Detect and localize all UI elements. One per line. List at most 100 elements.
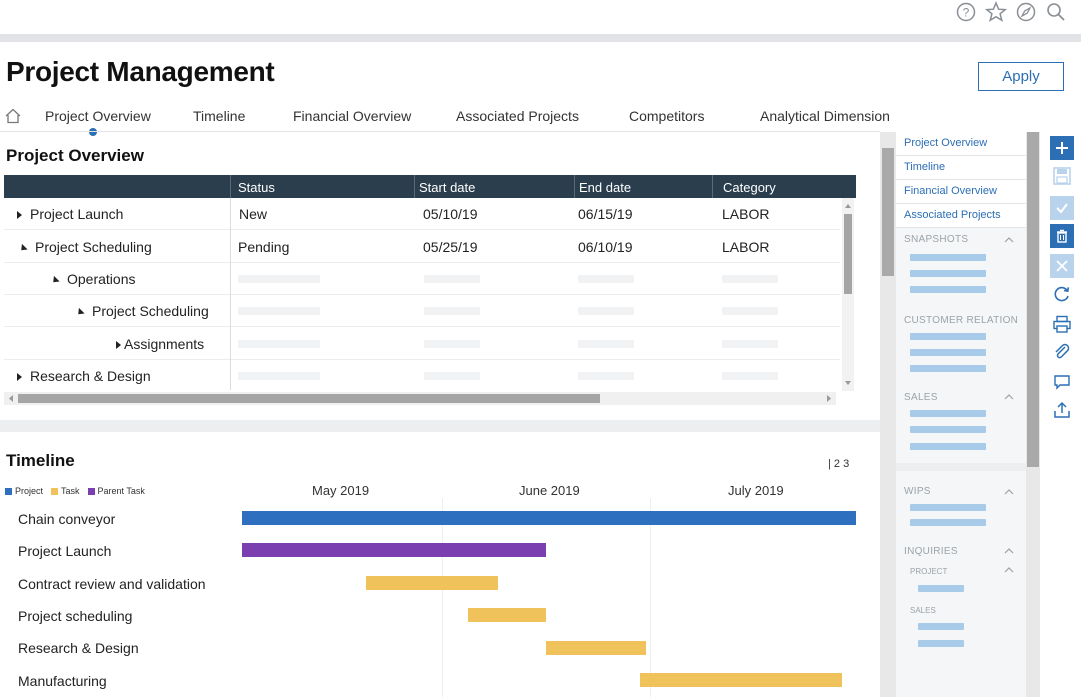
expand-arrow-icon[interactable] bbox=[17, 373, 22, 382]
section-customer-relation[interactable]: CUSTOMER RELATION bbox=[904, 315, 1019, 326]
placeholder-cell bbox=[722, 275, 778, 283]
legend-label: Parent Task bbox=[97, 486, 145, 496]
section-wips[interactable]: WIPS bbox=[904, 486, 931, 497]
close-icon[interactable] bbox=[1050, 254, 1074, 278]
subsection-project[interactable]: PROJECT bbox=[910, 567, 948, 576]
chevron-up-icon[interactable] bbox=[1004, 546, 1014, 556]
chevron-up-icon[interactable] bbox=[1004, 235, 1014, 245]
gantt-bar-task[interactable] bbox=[640, 673, 842, 687]
upload-icon[interactable] bbox=[1050, 398, 1074, 422]
right-panel-inner-scroll-thumb[interactable] bbox=[1027, 132, 1039, 467]
placeholder-cell bbox=[238, 275, 320, 283]
grid-horizontal-scroll-thumb[interactable] bbox=[18, 394, 600, 403]
task-label[interactable]: Chain conveyor bbox=[18, 511, 116, 527]
search-icon[interactable] bbox=[1045, 1, 1067, 23]
collapse-arrow-icon[interactable] bbox=[75, 307, 85, 317]
star-icon[interactable] bbox=[985, 1, 1007, 23]
tree-cell: Project Scheduling bbox=[18, 239, 152, 255]
col-status[interactable]: Status bbox=[238, 180, 275, 195]
gantt-bar-task[interactable] bbox=[366, 576, 498, 590]
category-cell: LABOR bbox=[722, 206, 770, 222]
comment-icon[interactable] bbox=[1050, 370, 1074, 394]
scroll-left-icon[interactable] bbox=[6, 392, 16, 405]
save-icon[interactable] bbox=[1050, 164, 1074, 188]
refresh-icon[interactable] bbox=[1050, 282, 1074, 306]
home-icon[interactable] bbox=[4, 107, 22, 125]
right-panel-scrollbar-inner[interactable] bbox=[1026, 132, 1040, 697]
chevron-up-icon[interactable] bbox=[1004, 392, 1014, 402]
help-icon[interactable]: ? bbox=[955, 1, 977, 23]
collapse-arrow-icon[interactable] bbox=[18, 243, 28, 253]
table-row[interactable]: Operations bbox=[4, 263, 840, 295]
timeline-pagination[interactable]: | 2 3 bbox=[828, 458, 850, 470]
gantt-bar-project[interactable] bbox=[242, 511, 856, 525]
chevron-up-icon[interactable] bbox=[1004, 565, 1014, 575]
table-row[interactable]: Assignments bbox=[4, 328, 840, 360]
gantt-bar-task[interactable] bbox=[546, 641, 646, 655]
grid-vertical-scroll-thumb[interactable] bbox=[844, 214, 852, 294]
task-label[interactable]: Contract review and validation bbox=[18, 576, 206, 592]
task-label[interactable]: Manufacturing bbox=[18, 673, 107, 689]
trash-icon[interactable] bbox=[1050, 224, 1074, 248]
chevron-up-icon[interactable] bbox=[1004, 487, 1014, 497]
nav-link-project-overview[interactable]: Project Overview bbox=[896, 132, 1026, 156]
header-divider bbox=[414, 175, 415, 198]
print-icon[interactable] bbox=[1050, 312, 1074, 336]
compass-icon[interactable] bbox=[1015, 1, 1037, 23]
placeholder-line bbox=[910, 426, 986, 433]
timeline-legend: Project Task Parent Task bbox=[5, 486, 145, 496]
tree-cell: Operations bbox=[50, 271, 135, 287]
table-row[interactable]: Project Scheduling Pending 05/25/19 06/1… bbox=[4, 231, 840, 263]
gantt-bar-task[interactable] bbox=[468, 608, 546, 622]
tab-timeline[interactable]: Timeline bbox=[193, 108, 246, 124]
grid-horizontal-scrollbar[interactable] bbox=[4, 392, 836, 405]
task-label[interactable]: Project Launch bbox=[18, 543, 112, 559]
top-icons: ? bbox=[955, 0, 1067, 24]
top-bar: ? bbox=[0, 0, 1081, 34]
right-panel-scroll-thumb[interactable] bbox=[882, 148, 894, 276]
expand-arrow-icon[interactable] bbox=[116, 341, 121, 350]
tab-project-overview[interactable]: Project Overview bbox=[45, 108, 151, 124]
col-end-date[interactable]: End date bbox=[579, 180, 632, 195]
gantt-bar-parent-task[interactable] bbox=[242, 543, 546, 557]
table-row[interactable]: Project Launch New 05/10/19 06/15/19 LAB… bbox=[4, 198, 840, 230]
nav-link-financial-overview[interactable]: Financial Overview bbox=[896, 180, 1026, 204]
check-icon[interactable] bbox=[1050, 196, 1074, 220]
scroll-right-icon[interactable] bbox=[824, 392, 834, 405]
svg-text:?: ? bbox=[963, 6, 970, 20]
placeholder-cell bbox=[238, 307, 320, 315]
tab-competitors[interactable]: Competitors bbox=[629, 108, 705, 124]
placeholder-cell bbox=[238, 372, 320, 380]
expand-arrow-icon[interactable] bbox=[17, 211, 22, 220]
apply-button[interactable]: Apply bbox=[978, 62, 1064, 91]
placeholder-cell bbox=[722, 340, 778, 348]
subsection-sales[interactable]: SALES bbox=[910, 606, 936, 615]
task-label[interactable]: Project scheduling bbox=[18, 608, 133, 624]
nav-link-timeline[interactable]: Timeline bbox=[896, 156, 1026, 180]
section-sales[interactable]: SALES bbox=[904, 392, 938, 403]
collapse-arrow-icon[interactable] bbox=[50, 275, 60, 285]
table-row[interactable]: Project Scheduling bbox=[4, 295, 840, 327]
scroll-down-icon[interactable] bbox=[842, 378, 854, 388]
task-label[interactable]: Research & Design bbox=[18, 640, 139, 656]
scroll-up-icon[interactable] bbox=[842, 201, 854, 211]
tab-analytical-dimension[interactable]: Analytical Dimension bbox=[760, 108, 890, 124]
header-divider bbox=[574, 175, 575, 198]
row-name: Project Scheduling bbox=[92, 303, 209, 319]
section-snapshots[interactable]: SNAPSHOTS bbox=[904, 234, 969, 245]
section-inquiries[interactable]: INQUIRIES bbox=[904, 546, 958, 557]
nav-link-associated-projects[interactable]: Associated Projects bbox=[896, 204, 1026, 228]
legend-item: Parent Task bbox=[87, 486, 145, 496]
tab-financial-overview[interactable]: Financial Overview bbox=[293, 108, 412, 124]
row-name: Project Scheduling bbox=[35, 239, 152, 255]
attachment-icon[interactable] bbox=[1050, 341, 1074, 365]
add-icon[interactable] bbox=[1050, 136, 1074, 160]
header-divider bbox=[712, 175, 713, 198]
right-panel-scrollbar[interactable] bbox=[880, 132, 896, 697]
tab-associated-projects[interactable]: Associated Projects bbox=[456, 108, 579, 124]
col-category[interactable]: Category bbox=[723, 180, 776, 195]
table-row[interactable]: Research & Design bbox=[4, 360, 840, 392]
legend-item: Project bbox=[5, 486, 43, 496]
col-start-date[interactable]: Start date bbox=[419, 180, 476, 195]
grid-vertical-scrollbar[interactable] bbox=[842, 198, 854, 391]
